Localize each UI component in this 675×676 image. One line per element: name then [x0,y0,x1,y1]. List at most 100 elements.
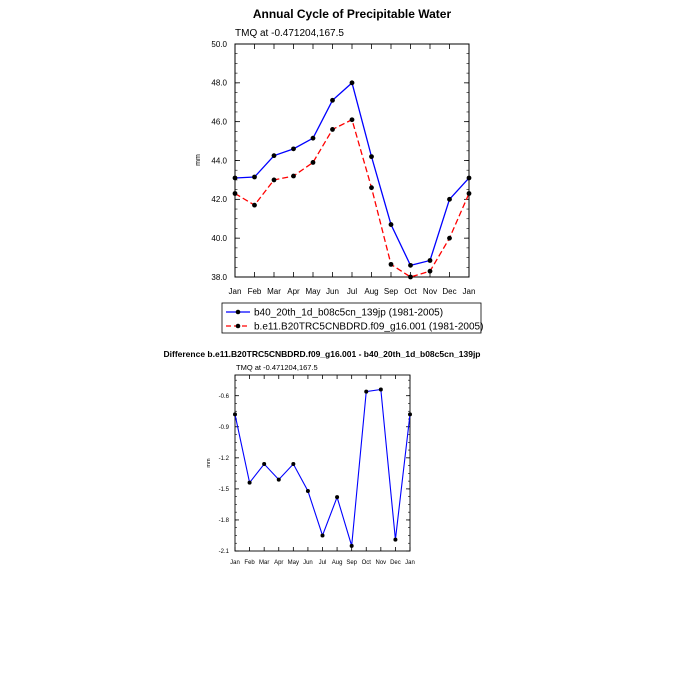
y-tick-label: 50.0 [211,40,227,49]
x-tick-label: Jun [303,560,313,566]
series-1-point [232,175,238,181]
x-tick-label: Apr [274,560,283,566]
series-2-point [291,173,296,179]
x-tick-label: Jan [229,287,242,296]
x-tick-label: Aug [332,560,343,566]
series-2-point [447,235,452,241]
x-tick-label: Jan [405,560,415,566]
y-tick-label: -0.6 [219,394,230,400]
series-1-point [349,543,354,548]
series-line-2 [234,118,470,278]
y-tick-label: 40.0 [211,234,227,243]
x-tick-label: Dec [390,560,401,566]
chart-2-axes: Jan Feb Mar Apr May Jun Jul Aug Sep Oct Nov Dec Jan-… [219,375,415,566]
series-2-point [271,177,277,183]
y-tick-label: 38.0 [211,273,227,282]
x-tick-label: Oct [404,287,417,296]
series-1-point [388,222,394,227]
series-1-point [291,462,296,467]
chart-1-axes: Jan Feb Mar Apr May Jun Jul Aug Sep Oct Nov Dec Jan3… [211,40,475,296]
x-tick-label: May [288,560,299,566]
series-1-point [252,174,257,180]
series-1-point [349,80,355,86]
annual-cycle-chart: Annual Cycle of Precipitable Water TMQ a… [195,7,483,334]
series-1-point [378,387,383,392]
series-2-point [349,117,355,123]
y-tick-label: 46.0 [211,117,227,126]
series-1-point [427,258,433,263]
chart-2-series [233,387,412,548]
series-1-point [320,533,325,538]
chart-1-legend: b40_20th_1d_b08c5cn_139jp (1981-2005) b.… [221,302,483,334]
x-tick-label: Jul [347,287,357,296]
y-tick-label: 42.0 [211,195,227,204]
series-1-point [291,146,296,152]
series-1-point [393,537,398,542]
chart-2-y-axis-label: mm [206,458,212,468]
x-tick-label: Mar [267,287,281,296]
series-2-point [388,261,394,267]
series-1-point [408,412,412,417]
x-tick-label: Feb [248,287,262,296]
chart-1-title: Annual Cycle of Precipitable Water [253,7,452,21]
y-tick-label: -1.8 [219,518,230,524]
x-tick-label: Oct [362,560,372,566]
series-1-point [305,488,310,493]
x-tick-label: Jun [326,287,339,296]
series-1-point [364,389,369,394]
x-tick-label: Sep [346,560,357,566]
series-1-point [271,153,277,159]
legend-marker-series-1 [235,309,241,315]
x-tick-label: Apr [287,287,300,296]
series-2-point [466,191,472,196]
legend-label-series-2: b.e11.B20TRC5CNBDRD.f09_g16.001 (1981-20… [254,322,483,333]
legend-marker-series-2 [235,323,241,329]
x-tick-label: Jan [463,287,476,296]
series-2-point [408,274,413,280]
series-1-point [330,97,335,103]
x-tick-label: Dec [442,287,456,296]
series-1-point [369,154,374,160]
x-tick-label: Aug [364,287,378,296]
series-1-point [247,480,252,485]
series-1-point [310,135,316,141]
series-2-point [232,191,238,196]
series-2-point [310,160,316,165]
x-tick-label: May [305,287,320,296]
y-tick-label: 44.0 [211,156,227,165]
x-tick-label: Feb [244,560,255,566]
x-tick-label: Nov [423,287,437,296]
series-2-point [252,202,257,208]
series-2-point [369,185,374,191]
legend-box [221,302,482,334]
y-tick-label: -1.2 [219,456,230,462]
x-tick-label: Mar [259,560,269,566]
y-tick-label: -1.5 [219,487,230,493]
y-tick-label: -2.1 [219,549,230,555]
series-1-point [233,412,237,417]
series-1-point [408,262,413,268]
x-tick-label: Jul [319,560,327,566]
series-1-point [447,196,452,202]
y-tick-label: -0.9 [219,425,230,431]
chart-1-y-axis-label: mm [195,154,202,166]
series-1-point [335,495,340,500]
y-tick-label: 48.0 [211,79,227,88]
legend-label-series-1: b40_20th_1d_b08c5cn_139jp (1981-2005) [254,308,443,319]
x-tick-label: Nov [375,560,386,566]
difference-chart: Difference b.e11.B20TRC5CNBDRD.f09_g16.0… [163,349,480,566]
x-tick-label: Jan [230,560,240,566]
x-tick-label: Sep [384,287,399,296]
series-line-1 [234,388,411,546]
series-line-1 [234,81,470,267]
series-2-point [427,268,433,274]
chart-2-title: Difference b.e11.B20TRC5CNBDRD.f09_g16.0… [163,349,480,359]
series-1-point [276,477,281,482]
chart-1-subtitle: TMQ at -0.471204,167.5 [235,28,344,39]
chart-2-plot-frame [234,374,411,552]
chart-2-subtitle: TMQ at -0.471204,167.5 [236,363,318,372]
chart-1-series [232,80,472,280]
series-1-point [262,462,267,467]
series-2-point [330,127,335,132]
